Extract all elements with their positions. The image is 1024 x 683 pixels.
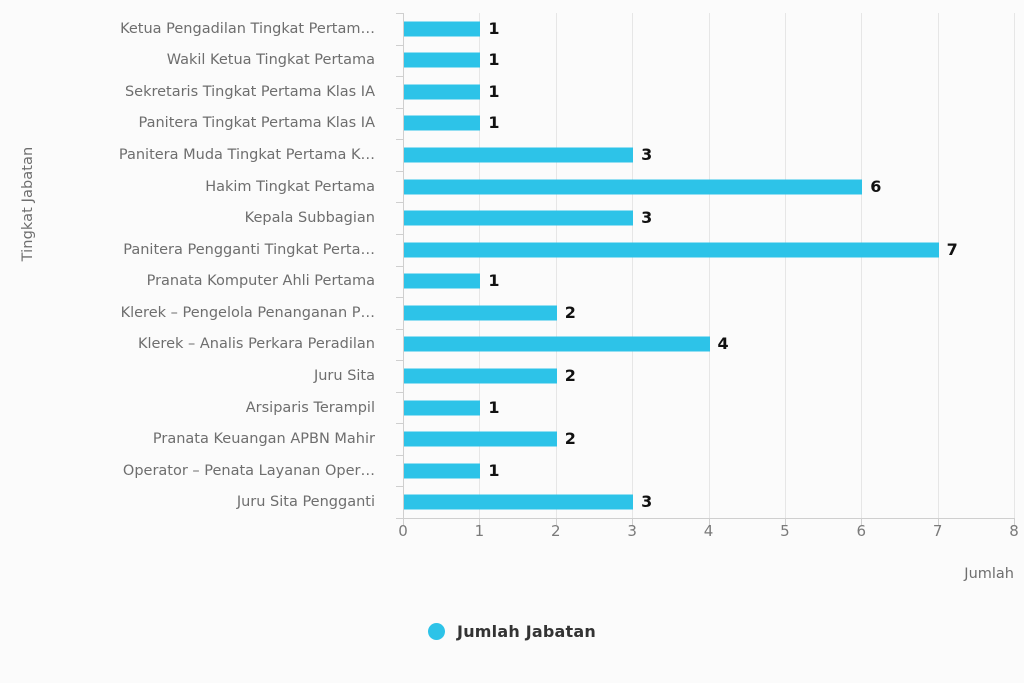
x-axis-tick-label: 5	[780, 522, 790, 540]
x-axis-tick-label: 0	[398, 522, 408, 540]
bar[interactable]	[404, 400, 481, 416]
category-label: Pranata Komputer Ahli Pertama	[146, 273, 375, 290]
x-axis-tick-label: 4	[703, 522, 714, 540]
category-label: Klerek – Analis Perkara Peradilan	[137, 336, 375, 353]
y-axis-tick	[396, 13, 403, 14]
bar[interactable]	[404, 210, 634, 226]
x-axis-tick	[403, 518, 404, 525]
bar[interactable]	[404, 463, 481, 479]
category-label: Sekretaris Tingkat Pertama Klas IA	[124, 83, 375, 100]
gridline	[479, 13, 481, 518]
gridline	[632, 13, 634, 518]
category-label: Juru Sita Pengganti	[236, 493, 375, 510]
x-axis-tick-label: 7	[932, 522, 943, 540]
bar-value-label: 1	[488, 18, 500, 38]
bar[interactable]	[404, 115, 481, 131]
gridline	[708, 13, 710, 518]
y-axis-tick	[396, 170, 403, 172]
bar-value-label: 2	[564, 302, 576, 322]
gridline	[784, 13, 786, 518]
bar[interactable]	[404, 147, 634, 163]
bar-value-label: 3	[641, 208, 653, 228]
x-axis-tick-label: 1	[474, 522, 485, 540]
gridline	[937, 13, 939, 518]
bar[interactable]	[404, 84, 481, 100]
x-axis-tick	[784, 518, 786, 525]
bar-value-label: 1	[488, 271, 500, 291]
x-axis-tick-label: 8	[1009, 522, 1019, 540]
y-axis-tick	[396, 360, 403, 362]
x-axis-tick-label: 2	[550, 522, 561, 540]
category-label: Kepala Subbagian	[244, 209, 375, 226]
plot-area: 1 1 1 1 3 6 3 7 1 2 4 2 1 2 1 3	[396, 13, 1015, 525]
gridline	[1014, 13, 1015, 518]
y-axis-tick	[396, 454, 403, 456]
bar-value-label: 3	[641, 145, 653, 165]
x-axis-tick	[708, 518, 710, 525]
bar[interactable]	[404, 242, 939, 258]
bar-value-label: 6	[870, 176, 882, 196]
category-label: Ketua Pengadilan Tingkat Pertam…	[120, 20, 375, 37]
legend-label: Jumlah Jabatan	[457, 622, 596, 641]
bar-value-label: 2	[564, 429, 576, 449]
bar[interactable]	[404, 336, 710, 352]
bar-value-label: 3	[641, 492, 653, 512]
bar[interactable]	[404, 494, 634, 510]
x-axis-tick	[937, 518, 939, 525]
bar-value-label: 1	[488, 460, 500, 480]
y-axis-tick	[396, 44, 403, 46]
bar-value-label: 1	[488, 113, 500, 133]
y-axis-line	[403, 13, 404, 518]
x-axis-tick	[632, 518, 634, 525]
y-axis-tick	[396, 233, 403, 235]
bar[interactable]	[404, 305, 557, 321]
y-axis-tick	[396, 328, 403, 330]
bar[interactable]	[404, 431, 557, 447]
y-axis-tick	[396, 265, 403, 267]
y-axis-tick	[396, 423, 403, 425]
category-label: Klerek – Pengelola Penanganan P…	[120, 304, 375, 321]
category-label: Operator – Penata Layanan Oper…	[122, 462, 375, 479]
category-label: Panitera Muda Tingkat Pertama K…	[118, 146, 375, 163]
bar-value-label: 1	[488, 397, 500, 417]
category-label: Panitera Tingkat Pertama Klas IA	[138, 115, 376, 132]
x-axis-tick-label: 3	[627, 522, 637, 540]
gridline	[555, 13, 557, 518]
x-axis-tick	[1014, 518, 1015, 525]
bar[interactable]	[404, 21, 481, 37]
y-axis-tick	[396, 139, 403, 141]
bar-value-label: 1	[488, 50, 500, 70]
gridline	[861, 13, 863, 518]
x-axis-tick	[479, 518, 481, 525]
chart-legend: Jumlah Jabatan	[0, 622, 1024, 641]
bar-value-label: 7	[946, 239, 958, 259]
category-label: Juru Sita	[313, 367, 375, 384]
bar[interactable]	[404, 52, 481, 68]
x-axis-tick	[861, 518, 863, 525]
x-axis-tick-label: 6	[856, 522, 867, 540]
y-axis-tick	[396, 202, 403, 204]
y-axis-tick	[396, 297, 403, 299]
bar-value-label: 2	[564, 365, 576, 385]
category-label: Wakil Ketua Tingkat Pertama	[166, 52, 375, 69]
y-axis-tick	[396, 518, 403, 519]
bar[interactable]	[404, 368, 557, 384]
category-label: Hakim Tingkat Pertama	[205, 178, 375, 195]
category-label: Arsiparis Terampil	[245, 399, 375, 416]
category-label: Pranata Keuangan APBN Mahir	[152, 430, 375, 447]
x-axis-tick	[555, 518, 557, 525]
y-axis-tick	[396, 391, 403, 393]
bar[interactable]	[404, 273, 481, 289]
legend-swatch-icon	[428, 623, 446, 640]
bar-value-label: 4	[717, 334, 729, 354]
y-axis-tick	[396, 107, 403, 109]
x-axis-title: Jumlah	[964, 566, 1014, 582]
bar[interactable]	[404, 179, 863, 195]
y-axis-tick	[396, 76, 403, 78]
category-label: Panitera Pengganti Tingkat Perta…	[123, 241, 375, 258]
bar-value-label: 1	[488, 81, 500, 101]
y-axis-tick	[396, 486, 403, 488]
